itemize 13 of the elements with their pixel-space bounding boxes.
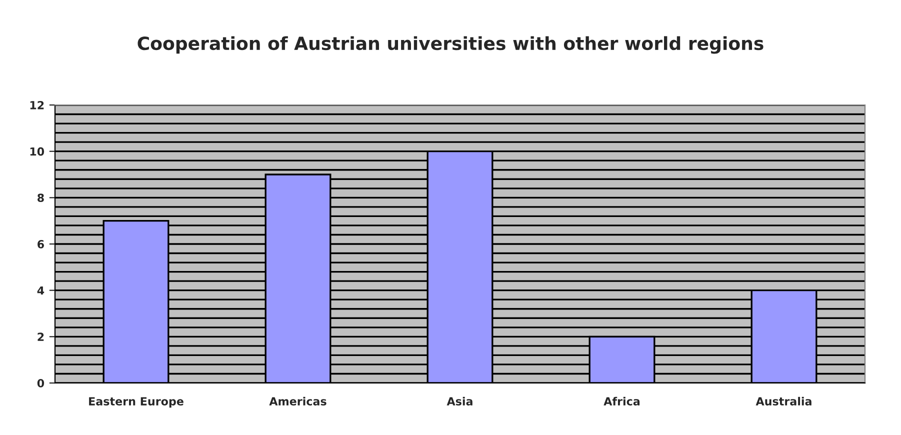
y-tick-label: 8: [38, 194, 44, 202]
x-tick-label: Americas: [269, 396, 326, 406]
x-tick-label: Eastern Europe: [89, 397, 184, 408]
y-tick-label: 2: [38, 332, 44, 341]
x-tick-label: Africa: [604, 396, 640, 406]
y-tick-label: 6: [38, 240, 44, 248]
y-tick-label: 0: [37, 378, 44, 388]
y-tick-label: 10: [30, 147, 44, 156]
y-tick-label: 4: [37, 286, 44, 295]
x-tick-label: Australia: [756, 396, 812, 406]
chart-title: Cooperation of Austrian universities with other world regions: [138, 36, 764, 54]
x-tick-label: Asia: [446, 396, 472, 406]
y-tick-label: 12: [30, 100, 44, 110]
